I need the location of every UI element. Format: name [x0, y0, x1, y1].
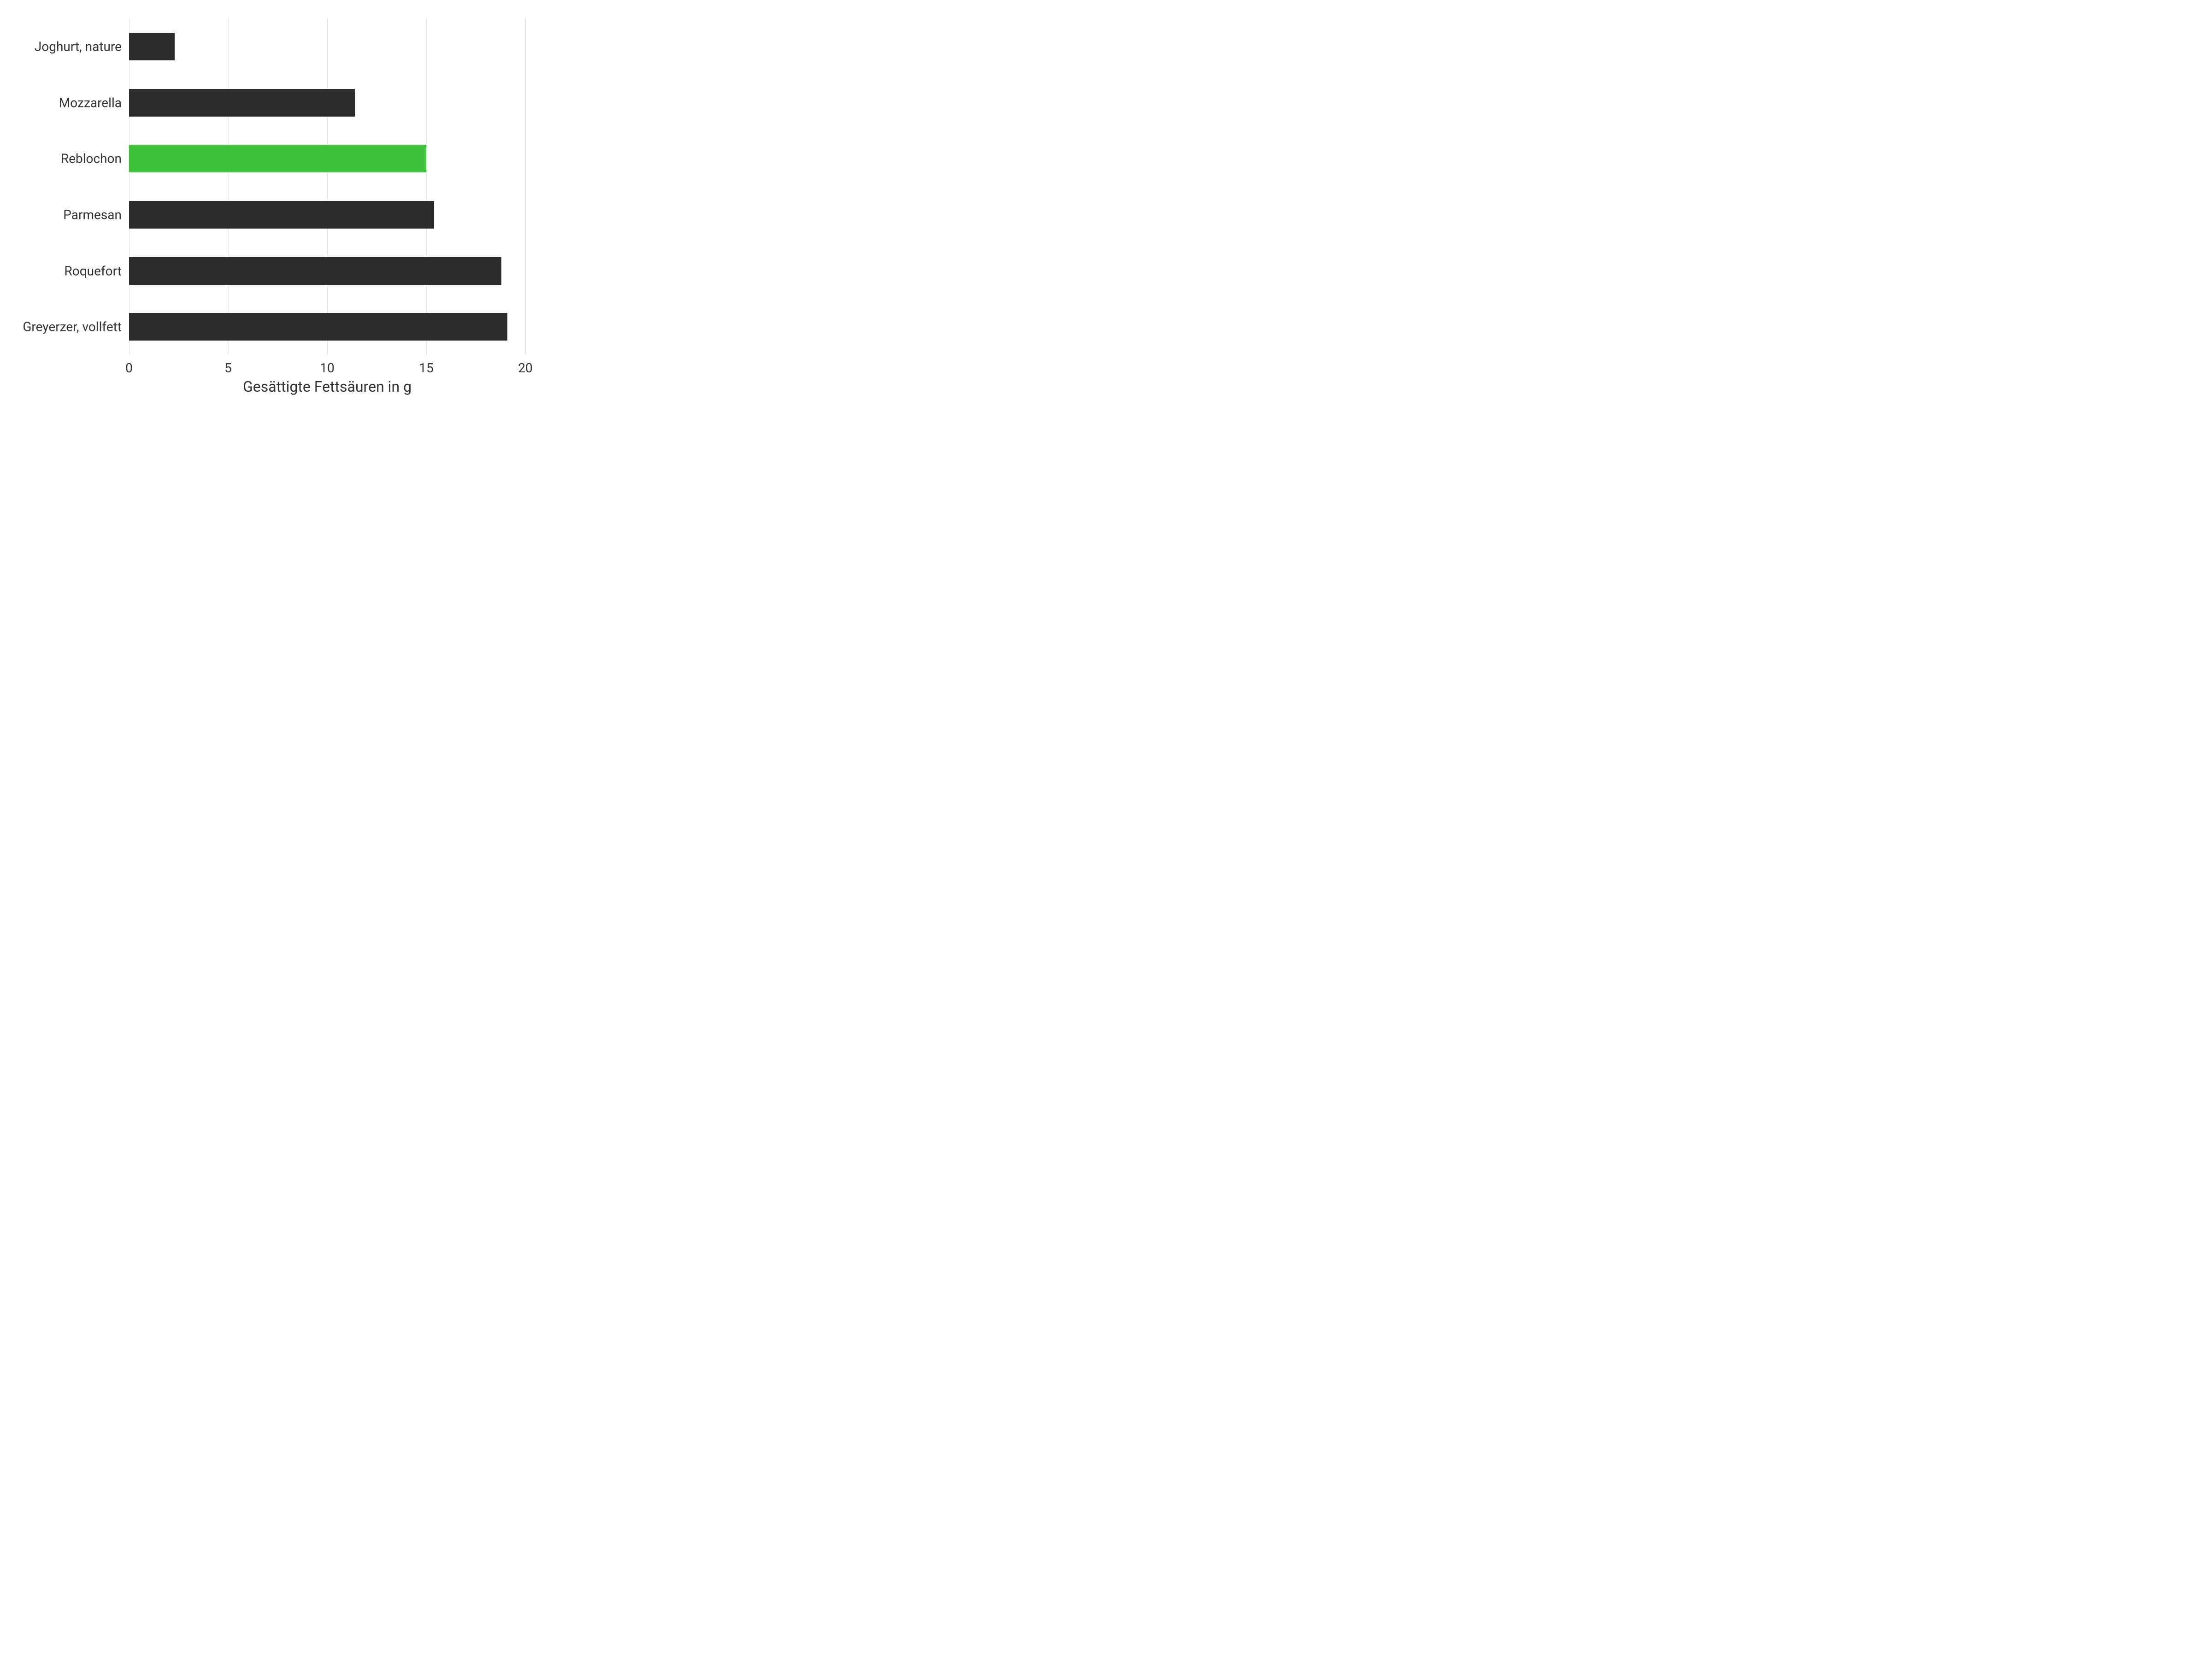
gridline-v: [525, 18, 526, 355]
y-category-label: Reblochon: [61, 151, 122, 166]
plot-area: Gesättigte Fettsäuren in g 05101520Joghu…: [129, 18, 525, 355]
y-category-label: Mozzarella: [59, 95, 122, 110]
bar: [129, 145, 426, 172]
y-category-label: Greyerzer, vollfett: [23, 319, 122, 335]
gridline-v: [426, 18, 427, 355]
chart-container: Gesättigte Fettsäuren in g 0 5 10 15 20 Joghu…: [0, 0, 553, 415]
bar: [129, 313, 507, 341]
x-tick-label: 20: [518, 360, 532, 376]
x-axis-title: Gesättigte Fettsäuren in g: [243, 378, 412, 395]
bar: [129, 89, 355, 117]
gridline-v: [327, 18, 328, 355]
bar: [129, 201, 434, 229]
x-tick-label: 5: [224, 360, 232, 376]
x-tick-label: 15: [419, 360, 433, 376]
bar: [129, 257, 501, 285]
x-tick-label: 10: [320, 360, 334, 376]
y-category-label: Joghurt, nature: [35, 39, 122, 54]
x-tick-label: 0: [125, 360, 133, 376]
gridline-v: [228, 18, 229, 355]
bar: [129, 33, 175, 60]
y-category-label: Parmesan: [63, 207, 122, 222]
y-category-label: Roquefort: [65, 263, 122, 278]
